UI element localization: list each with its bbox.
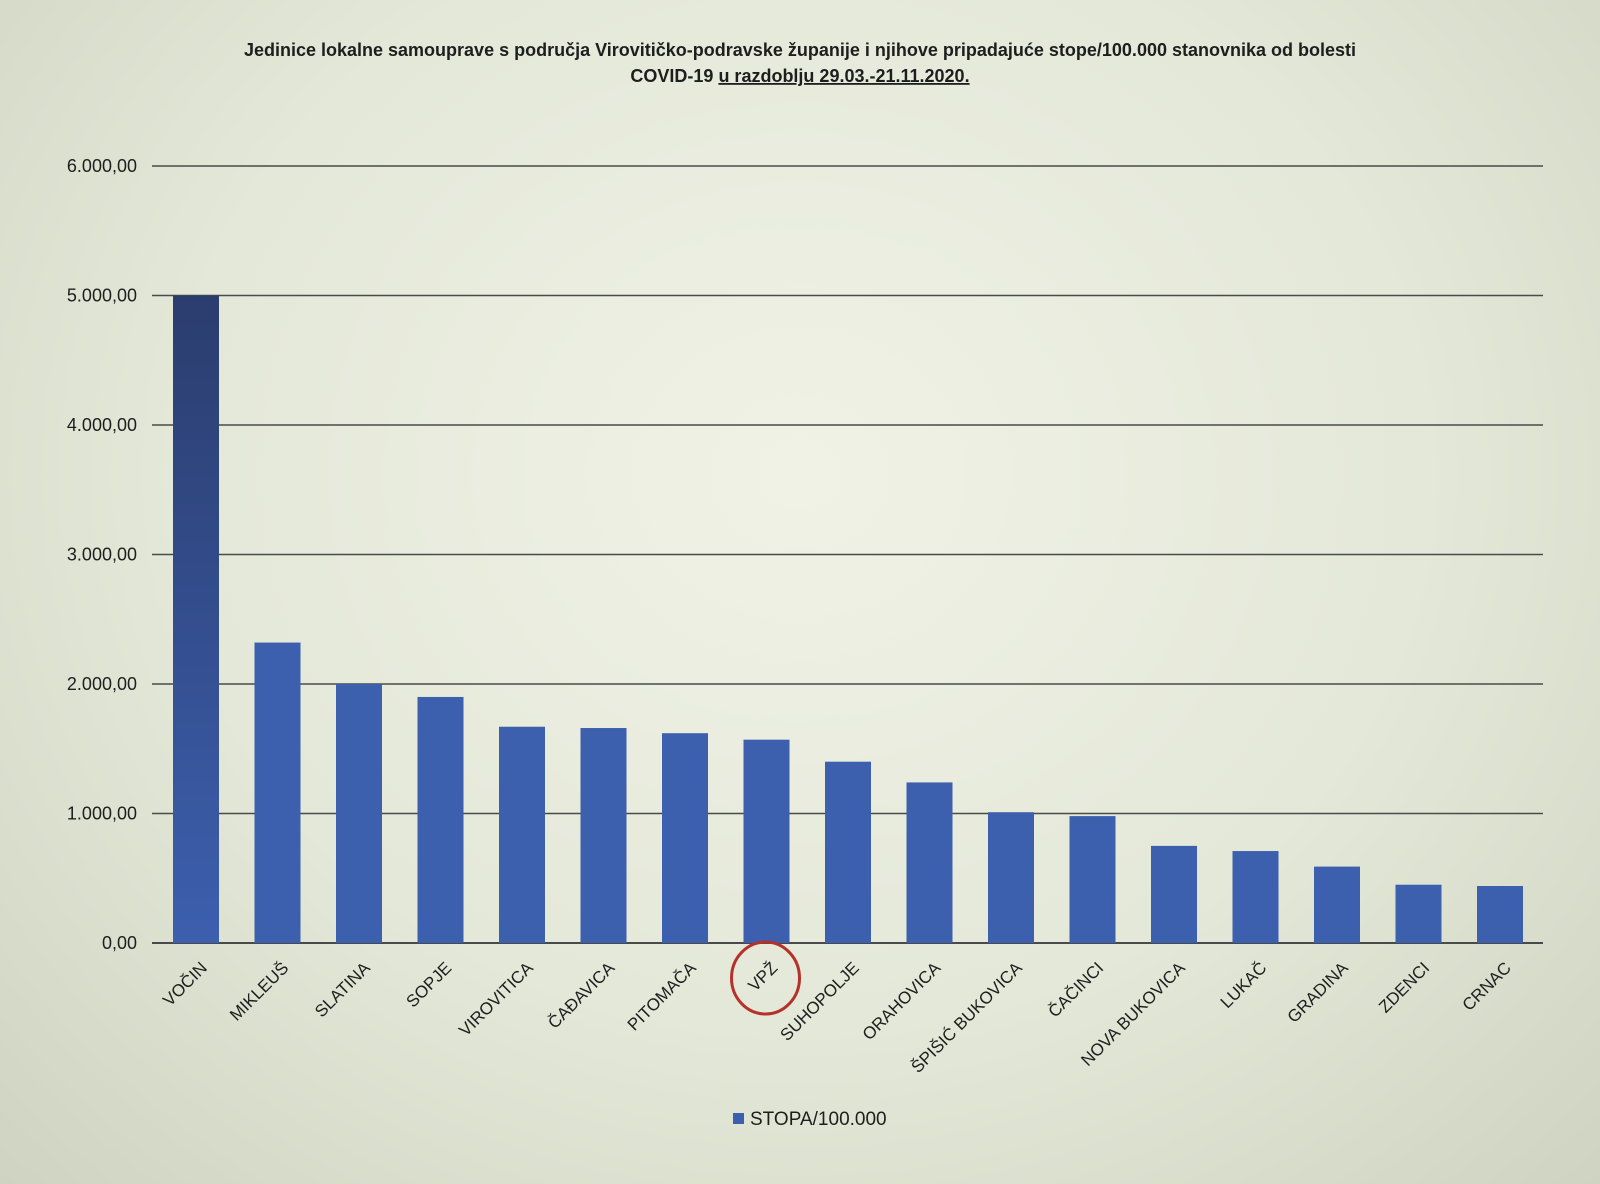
x-tick-label: ZDENCI: [1375, 958, 1433, 1016]
bar: [254, 642, 301, 943]
x-tick-label: GRADINA: [1284, 958, 1353, 1027]
bar: [743, 739, 790, 943]
x-axis-tick-labels: VOČIN MIKLEUŠ SLATINA SOPJE VIROVITICA ČAĐAVI…: [159, 940, 1515, 1077]
y-tick-label: 1.000,00: [67, 804, 137, 824]
x-tick-label: PITOMAČA: [624, 958, 700, 1034]
bar: [1232, 851, 1279, 943]
x-tick-label: VOČIN: [159, 958, 211, 1010]
y-tick-label: 5.000,00: [67, 286, 137, 306]
bar: [173, 295, 219, 943]
bar: [499, 726, 545, 943]
y-tick-label: 4.000,00: [67, 415, 137, 435]
bar: [906, 782, 953, 943]
bar: [988, 812, 1034, 943]
chart-title-period: u razdoblju 29.03.-21.11.2020.: [718, 66, 969, 86]
x-tick-label: MIKLEUŠ: [226, 958, 292, 1024]
x-tick-label: SOPJE: [402, 958, 455, 1011]
gridlines: [152, 165, 1543, 944]
bars: [173, 295, 1523, 943]
bar: [580, 728, 627, 943]
bar: [1314, 866, 1360, 943]
legend-label: STOPA/100.000: [750, 1109, 887, 1130]
bar: [336, 684, 382, 943]
y-tick-label: 2.000,00: [67, 674, 137, 694]
bar: [417, 696, 464, 943]
bar: [1395, 884, 1442, 943]
y-axis-tick-labels: 0,00 1.000,00 2.000,00 3.000,00 4.000,00 5.00…: [67, 156, 137, 953]
x-tick-label: SLATINA: [311, 958, 374, 1021]
x-tick-label: ČAĐAVICA: [544, 958, 618, 1032]
bar: [662, 733, 708, 943]
bar: [1477, 886, 1523, 943]
bar: [825, 761, 871, 943]
chart-title: Jedinice lokalne samouprave s područja V…: [244, 40, 1356, 60]
x-tick-label: LUKAČ: [1217, 958, 1271, 1012]
y-tick-label: 3.000,00: [67, 545, 137, 565]
legend-swatch: [733, 1113, 744, 1124]
x-tick-label: CRNAC: [1459, 958, 1515, 1014]
x-tick-label: ORAHOVICA: [859, 958, 945, 1044]
y-tick-label: 6.000,00: [67, 156, 137, 176]
bar: [1069, 816, 1116, 943]
legend: STOPA/100.000: [733, 1109, 887, 1130]
y-tick-label: 0,00: [102, 933, 137, 953]
chart-title-line2: COVID-19 u razdoblju 29.03.-21.11.2020.: [630, 66, 969, 86]
chart-title-line2-prefix: COVID-19: [630, 66, 718, 86]
x-tick-label: VPŽ: [745, 958, 782, 995]
x-tick-label: ČAČINCI: [1044, 958, 1107, 1021]
bar: [1151, 845, 1197, 943]
highlight-circle: [730, 940, 801, 1016]
x-tick-label: VIROVITICA: [455, 958, 537, 1040]
